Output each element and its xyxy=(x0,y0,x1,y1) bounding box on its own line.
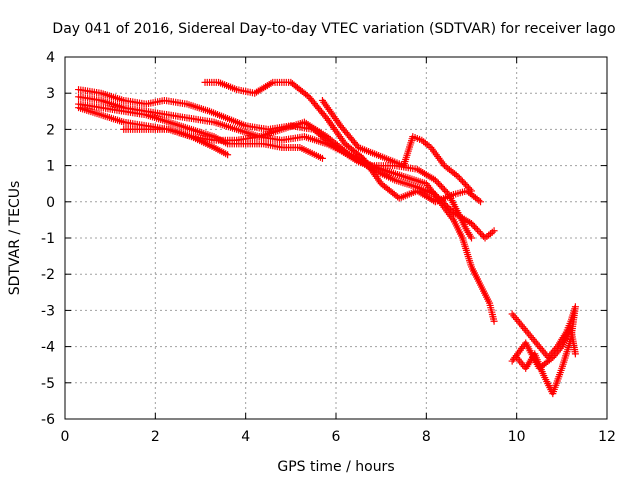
data-point xyxy=(468,220,475,228)
data-point xyxy=(433,178,441,186)
y-tick-label: -1 xyxy=(41,231,55,247)
data-point xyxy=(440,200,448,208)
data-point xyxy=(463,182,471,190)
y-tick-label: 2 xyxy=(46,122,55,138)
data-point xyxy=(431,176,439,184)
data-series-track-7 xyxy=(318,96,475,195)
data-point xyxy=(458,177,466,185)
data-points xyxy=(75,78,579,398)
data-point xyxy=(474,226,482,234)
data-point xyxy=(471,223,479,231)
data-point xyxy=(477,198,485,206)
data-point xyxy=(439,184,447,192)
data-point xyxy=(464,184,472,192)
data-series-track-5 xyxy=(120,118,498,242)
data-point xyxy=(547,355,555,363)
data-point xyxy=(475,228,483,236)
data-point xyxy=(445,204,453,212)
data-series-track-3 xyxy=(75,100,326,162)
data-point xyxy=(468,234,475,242)
data-point xyxy=(472,224,480,232)
y-tick-label: 0 xyxy=(46,195,55,211)
y-tick-label: -2 xyxy=(41,267,55,283)
x-tick-label: 4 xyxy=(241,429,250,445)
data-point xyxy=(446,206,454,214)
x-tick-label: 8 xyxy=(422,429,431,445)
x-tick-label: 0 xyxy=(61,429,70,445)
data-point xyxy=(475,196,483,204)
data-point xyxy=(452,171,460,179)
data-point xyxy=(442,201,450,209)
y-tick-label: -6 xyxy=(41,412,55,428)
data-point xyxy=(457,176,465,184)
data-point xyxy=(443,203,451,211)
x-tick-label: 12 xyxy=(598,429,616,445)
data-point xyxy=(490,317,498,325)
data-point xyxy=(434,179,442,187)
y-axis-label: SDTVAR / TECUs xyxy=(7,181,23,296)
y-tick-label: 1 xyxy=(46,159,55,175)
data-point xyxy=(442,187,450,195)
data-point xyxy=(318,154,326,162)
y-tick-label: -3 xyxy=(41,303,55,319)
chart-title: Day 041 of 2016, Sidereal Day-to-day VTE… xyxy=(52,21,615,37)
data-point xyxy=(224,151,232,159)
data-point xyxy=(468,187,475,195)
y-tick-label: 4 xyxy=(46,50,55,66)
x-tick-label: 2 xyxy=(151,429,160,445)
data-point xyxy=(436,181,444,189)
data-point xyxy=(478,231,486,239)
data-point xyxy=(440,186,448,194)
data-point xyxy=(490,227,498,235)
data-point xyxy=(431,191,439,199)
x-tick-label: 10 xyxy=(508,429,526,445)
x-axis-label: GPS time / hours xyxy=(277,459,394,475)
data-series-track-9 xyxy=(508,325,579,372)
data-point xyxy=(303,92,311,100)
y-tick-label: 3 xyxy=(46,86,55,102)
data-point xyxy=(466,185,474,193)
y-tick-label: -4 xyxy=(41,340,55,356)
data-point xyxy=(461,181,469,189)
data-point xyxy=(460,179,468,187)
x-tick-label: 6 xyxy=(332,429,341,445)
data-point xyxy=(455,174,463,182)
axis-ticks xyxy=(64,56,608,420)
data-point xyxy=(469,221,477,229)
y-tick-label: -5 xyxy=(41,376,55,392)
data-point xyxy=(571,350,579,358)
data-point xyxy=(477,229,485,237)
data-point xyxy=(437,183,445,191)
data-series-track-6 xyxy=(201,78,485,206)
data-point xyxy=(454,172,462,180)
